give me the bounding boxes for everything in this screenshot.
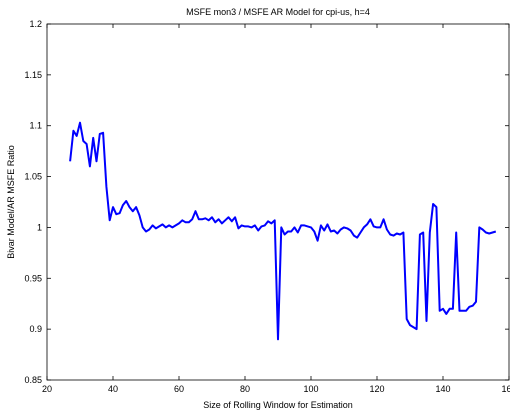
- y-tick-label: 0.9: [29, 324, 42, 334]
- x-tick-label: 100: [303, 384, 318, 394]
- x-tick-label: 140: [435, 384, 450, 394]
- y-tick-label: 1: [37, 222, 42, 232]
- y-axis-label: Bivar Model/AR MSFE Ratio: [6, 145, 16, 259]
- axis-ticks: [46, 23, 510, 381]
- x-tick-label: 120: [369, 384, 384, 394]
- y-tick-label: 1.15: [24, 70, 42, 80]
- y-tick-label: 1.1: [29, 121, 42, 131]
- y-tick-label: 0.95: [24, 273, 42, 283]
- x-tick-label: 40: [108, 384, 118, 394]
- y-tick-label: 0.85: [24, 375, 42, 385]
- x-tick-label: 80: [240, 384, 250, 394]
- axis-tick-labels: 20 40 60 80 100 120 140 160 0.85 0.9 0.95 1 1.05 1.1 1…: [24, 19, 510, 394]
- y-tick-label: 1.05: [24, 172, 42, 182]
- x-tick-label: 20: [42, 384, 52, 394]
- x-axis-label: Size of Rolling Window for Estimation: [203, 400, 353, 410]
- plot-frame: [46, 23, 510, 381]
- series-line: [69, 121, 497, 341]
- x-tick-label: 160: [501, 384, 510, 394]
- y-tick-label: 1.2: [29, 19, 42, 29]
- x-tick-label: 60: [174, 384, 184, 394]
- chart-title: MSFE mon3 / MSFE AR Model for cpi-us, h=…: [186, 7, 370, 17]
